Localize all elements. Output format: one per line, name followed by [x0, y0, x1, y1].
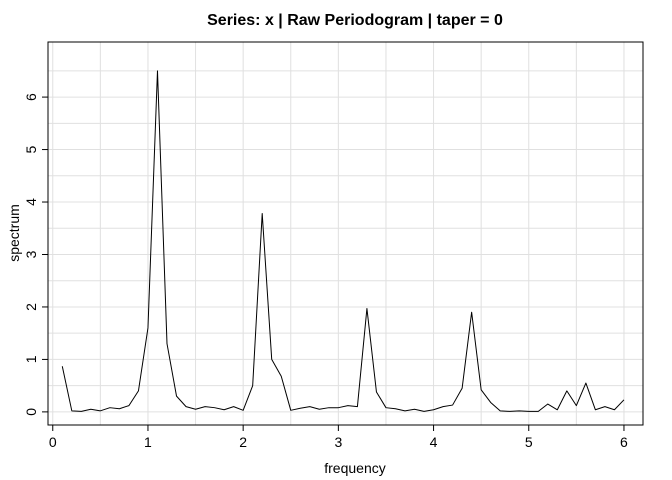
x-tick-label: 1	[144, 434, 152, 450]
x-tick-label: 3	[334, 434, 342, 450]
x-tick-label: 5	[525, 434, 533, 450]
y-tick-label: 4	[23, 198, 39, 206]
chart-title: Series: x | Raw Periodogram | taper = 0	[207, 12, 503, 29]
plot-border	[47, 41, 644, 426]
x-axis-label: frequency	[324, 460, 385, 476]
y-tick-label: 3	[23, 250, 39, 258]
y-tick-label: 1	[23, 355, 39, 363]
y-axis-label: spectrum	[6, 204, 22, 262]
x-tick-label: 2	[239, 434, 247, 450]
x-axis: 0 1 2 3 4 5 6	[49, 425, 628, 450]
series-layer	[61, 70, 625, 412]
x-tick-label: 0	[49, 434, 57, 450]
x-tick-label: 4	[430, 434, 438, 450]
x-tick-label: 6	[620, 434, 628, 450]
y-tick-label: 0	[23, 408, 39, 416]
series-line	[61, 70, 625, 412]
y-tick-label: 5	[23, 145, 39, 153]
grid	[48, 42, 643, 425]
y-tick-label: 2	[23, 303, 39, 311]
y-axis: 0 1 2 3 4 5 6	[23, 93, 48, 416]
y-tick-label: 6	[23, 93, 39, 101]
